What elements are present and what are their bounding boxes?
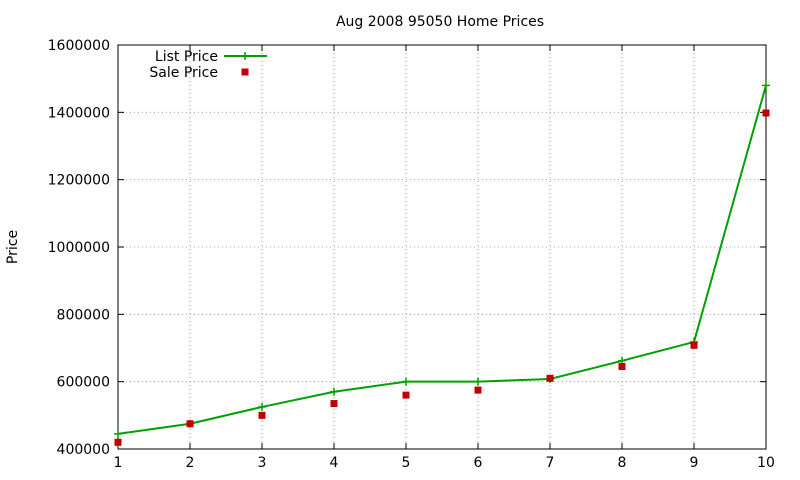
sale-price-point <box>690 341 698 349</box>
list-price-point <box>402 377 410 386</box>
sale-price-point <box>402 391 410 399</box>
x-tick-label: 6 <box>474 455 483 471</box>
sale-price-point <box>618 363 626 371</box>
sale-price-point <box>186 420 194 428</box>
grid <box>118 45 766 449</box>
list-price-point <box>114 429 122 438</box>
y-tick-label: 1000000 <box>48 240 110 256</box>
y-tick-label: 1600000 <box>48 38 110 54</box>
legend-square-marker <box>241 68 249 76</box>
x-tick-label: 2 <box>186 455 195 471</box>
y-tick-label: 800000 <box>57 307 110 323</box>
legend-plus-marker <box>241 52 249 60</box>
sale-price-point <box>474 386 482 394</box>
legend-label: List Price <box>155 49 218 65</box>
axis-ticks: 1 2 3 4 5 6 7 8 9 10 400000 600000 800000 1000000 1200… <box>48 38 775 471</box>
sale-price-point <box>546 374 554 382</box>
sale-price-point <box>330 400 338 408</box>
list-price-point <box>258 402 266 411</box>
y-tick-label: 400000 <box>57 442 110 458</box>
y-axis-label: Price <box>5 230 21 264</box>
list-price-point <box>474 377 482 386</box>
x-tick-label: 8 <box>618 455 627 471</box>
x-tick-label: 1 <box>114 455 123 471</box>
y-tick-label: 1400000 <box>48 105 110 121</box>
list-price-point <box>330 387 338 396</box>
x-tick-label: 10 <box>757 455 775 471</box>
sale-price-point <box>762 109 770 117</box>
x-tick-label: 9 <box>690 455 699 471</box>
y-tick-label: 1200000 <box>48 173 110 189</box>
chart-title: Aug 2008 95050 Home Prices <box>336 14 544 30</box>
sale-price-point <box>258 411 266 419</box>
x-tick-label: 7 <box>546 455 555 471</box>
x-tick-label: 5 <box>402 455 411 471</box>
x-tick-label: 3 <box>258 455 267 471</box>
y-tick-label: 600000 <box>57 375 110 391</box>
legend-label: Sale Price <box>149 65 218 81</box>
list-price-point <box>762 81 770 90</box>
x-tick-label: 4 <box>330 455 339 471</box>
sale-price-point <box>114 438 122 446</box>
series <box>114 81 770 446</box>
list-price-line <box>117 85 767 435</box>
